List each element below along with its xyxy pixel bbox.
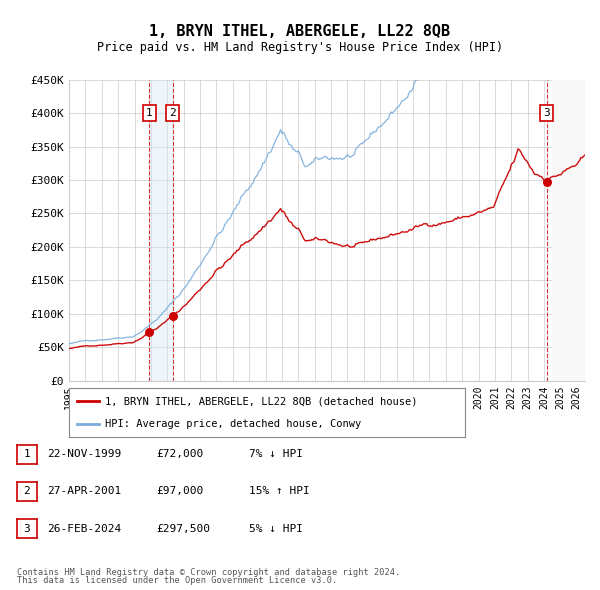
- Text: 1, BRYN ITHEL, ABERGELE, LL22 8QB: 1, BRYN ITHEL, ABERGELE, LL22 8QB: [149, 24, 451, 38]
- Text: 2: 2: [169, 108, 176, 118]
- Text: This data is licensed under the Open Government Licence v3.0.: This data is licensed under the Open Gov…: [17, 576, 337, 585]
- Text: 7% ↓ HPI: 7% ↓ HPI: [249, 450, 303, 459]
- Point: [145, 327, 154, 337]
- Text: £97,000: £97,000: [156, 487, 203, 496]
- Text: 3: 3: [543, 108, 550, 118]
- Text: 22-NOV-1999: 22-NOV-1999: [47, 450, 121, 459]
- Text: Contains HM Land Registry data © Crown copyright and database right 2024.: Contains HM Land Registry data © Crown c…: [17, 568, 400, 577]
- Text: 1: 1: [23, 450, 30, 459]
- Bar: [552, 80, 600, 381]
- Point: [168, 311, 178, 320]
- Text: HPI: Average price, detached house, Conwy: HPI: Average price, detached house, Conw…: [104, 419, 361, 430]
- Text: 15% ↑ HPI: 15% ↑ HPI: [249, 487, 310, 496]
- Text: £297,500: £297,500: [156, 524, 210, 533]
- Point: [542, 177, 551, 186]
- Text: 26-FEB-2024: 26-FEB-2024: [47, 524, 121, 533]
- Text: 1, BRYN ITHEL, ABERGELE, LL22 8QB (detached house): 1, BRYN ITHEL, ABERGELE, LL22 8QB (detac…: [104, 396, 417, 407]
- Bar: [552, 80, 600, 381]
- Text: Price paid vs. HM Land Registry's House Price Index (HPI): Price paid vs. HM Land Registry's House …: [97, 41, 503, 54]
- Text: 2: 2: [23, 487, 30, 496]
- Text: £72,000: £72,000: [156, 450, 203, 459]
- Text: 27-APR-2001: 27-APR-2001: [47, 487, 121, 496]
- Bar: [149, 80, 173, 381]
- Text: 5% ↓ HPI: 5% ↓ HPI: [249, 524, 303, 533]
- Text: 1: 1: [146, 108, 152, 118]
- Text: 3: 3: [23, 524, 30, 533]
